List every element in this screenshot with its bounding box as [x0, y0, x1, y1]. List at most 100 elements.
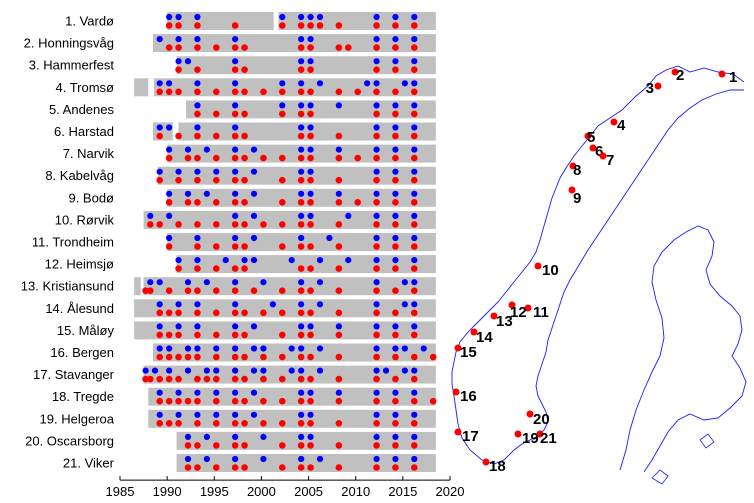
red-marker — [354, 199, 362, 206]
x-axis: 1985 1990 1995 2000 2005 2010 2015 2020 — [106, 476, 464, 499]
blue-marker — [373, 190, 380, 197]
map-station-dot — [508, 301, 516, 309]
record-bar — [134, 321, 436, 340]
blue-marker — [373, 102, 380, 109]
red-marker — [297, 265, 305, 272]
map-station-dot — [534, 262, 542, 270]
red-marker — [175, 375, 182, 383]
red-marker — [307, 199, 314, 206]
blue-marker — [232, 301, 239, 308]
red-marker — [297, 221, 305, 228]
red-marker — [410, 331, 418, 339]
blue-marker — [175, 323, 182, 330]
blue-marker — [298, 102, 305, 109]
blue-marker — [166, 212, 173, 219]
red-marker — [212, 331, 220, 339]
red-marker — [156, 331, 164, 339]
blue-marker — [298, 389, 305, 396]
blue-marker — [392, 411, 399, 418]
blue-marker — [232, 190, 239, 197]
red-marker — [307, 66, 314, 73]
red-marker — [212, 154, 220, 162]
red-marker — [194, 353, 201, 361]
red-marker — [156, 375, 164, 383]
red-marker — [410, 221, 418, 228]
red-marker — [307, 265, 314, 272]
map-station-label: 21 — [540, 430, 557, 447]
blue-marker — [401, 301, 408, 308]
blue-marker — [298, 411, 305, 418]
map-station-label: 1 — [729, 69, 737, 86]
red-marker — [194, 66, 201, 73]
blue-marker — [411, 323, 418, 330]
red-marker — [194, 397, 201, 405]
blue-marker — [335, 323, 342, 330]
blue-marker — [279, 13, 286, 21]
red-marker — [212, 44, 220, 51]
red-marker — [146, 375, 154, 383]
blue-marker — [364, 80, 371, 87]
red-marker — [194, 442, 201, 449]
red-marker — [297, 397, 305, 405]
red-marker — [212, 221, 220, 228]
blue-marker — [184, 345, 192, 352]
red-marker — [410, 132, 418, 140]
red-marker — [410, 287, 418, 295]
red-marker — [410, 442, 418, 449]
red-marker — [392, 397, 399, 405]
blue-marker — [307, 36, 314, 43]
blue-marker — [175, 389, 182, 396]
red-marker — [373, 110, 380, 118]
station-label: 18. Tregde — [52, 389, 114, 404]
red-marker — [335, 22, 343, 29]
red-marker — [278, 397, 286, 405]
blue-marker — [203, 455, 210, 463]
blue-marker — [373, 345, 380, 352]
map-station-label: 20 — [533, 411, 550, 428]
blue-marker — [194, 323, 201, 330]
red-marker — [212, 176, 220, 184]
red-marker — [175, 309, 182, 317]
red-marker — [307, 154, 314, 162]
red-marker — [335, 287, 343, 295]
red-marker — [335, 221, 343, 228]
red-marker — [142, 287, 149, 295]
station-label: 13. Kristiansund — [21, 279, 114, 294]
blue-marker — [401, 345, 408, 352]
map-station-dot — [524, 304, 532, 312]
red-marker — [203, 375, 211, 383]
red-marker — [410, 309, 418, 317]
map-station-label: 5 — [587, 129, 595, 146]
red-marker — [260, 353, 267, 361]
red-marker — [392, 44, 399, 51]
blue-marker — [260, 367, 267, 374]
blue-marker — [298, 168, 305, 175]
red-marker — [241, 309, 248, 317]
red-marker — [146, 287, 154, 295]
blue-marker — [194, 345, 201, 352]
blue-marker — [392, 389, 399, 396]
red-marker — [194, 243, 201, 250]
red-marker — [231, 199, 239, 206]
blue-marker — [411, 212, 418, 219]
blue-marker — [166, 80, 173, 87]
blue-marker — [147, 279, 154, 286]
record-bar — [143, 210, 436, 229]
blue-marker — [194, 124, 201, 131]
red-marker — [373, 66, 380, 73]
blue-marker — [392, 257, 399, 264]
blue-marker — [156, 36, 163, 43]
blue-marker — [142, 367, 149, 374]
blue-marker — [298, 279, 305, 286]
map-station-dot — [718, 70, 726, 78]
red-marker — [212, 132, 220, 140]
record-gap — [273, 12, 279, 30]
red-marker — [156, 221, 164, 228]
x-tick-label: 2005 — [294, 484, 323, 499]
station-label: 3. Hammerfest — [29, 58, 115, 73]
red-marker — [184, 287, 192, 295]
x-tick-label: 1990 — [153, 484, 182, 499]
blue-marker — [250, 234, 258, 242]
red-marker — [392, 221, 399, 228]
